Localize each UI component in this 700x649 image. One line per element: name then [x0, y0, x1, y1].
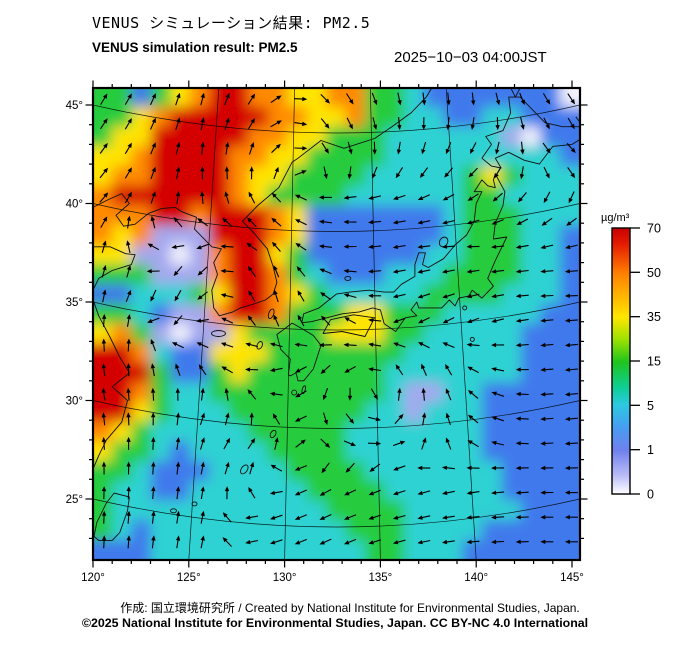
colorbar-tick-label: 5: [647, 399, 654, 413]
graticule-layer: [93, 88, 580, 560]
colorbar-gradient: [611, 227, 631, 495]
coastline-layer: [93, 88, 580, 541]
page-title-ja: VENUS シミュレーション結果: PM2.5: [92, 14, 371, 32]
colorbar-tick-label: 15: [647, 355, 661, 369]
island-outline: [344, 275, 352, 281]
island-outline: [438, 236, 449, 248]
map-frame: [91, 86, 582, 562]
colorbar-tick-label: 1: [647, 443, 654, 457]
coastline-path: [276, 322, 322, 382]
lat-tick-label: 35°: [66, 297, 83, 309]
colorbar: µg/m³ 70 50 35 15 5 1 0: [601, 212, 661, 502]
footer-license: ©2025 National Institute for Environment…: [81, 616, 589, 630]
colorbar-tick-label: 0: [647, 488, 654, 502]
coastline-path: [93, 193, 176, 227]
island-outline: [462, 305, 468, 311]
coastline-path: [575, 116, 580, 124]
coastline-path: [322, 314, 376, 337]
island-outline: [240, 464, 249, 475]
island-outline: [191, 501, 198, 507]
lat-tick-label: 25°: [66, 494, 83, 506]
axis-labels: 45° 40° 35° 30° 25° 120° 125° 130° 135° 140° 145°: [66, 100, 584, 584]
lon-tick-label: 130°: [273, 572, 297, 584]
lon-tick-label: 135°: [369, 572, 393, 584]
wind-arrow-layer: [99, 92, 578, 549]
island-outline: [291, 389, 298, 396]
colorbar-tick-label: 70: [647, 222, 661, 236]
lat-tick-label: 30°: [66, 396, 83, 408]
heatmap-layer: [93, 88, 580, 560]
lon-tick-label: 120°: [81, 572, 105, 584]
colorbar-unit-label: µg/m³: [601, 212, 630, 224]
island-outline: [269, 429, 277, 439]
lon-tick-label: 145°: [560, 572, 584, 584]
island-outline: [170, 508, 177, 514]
island-outline: [267, 308, 275, 320]
island-outline: [469, 336, 475, 342]
island-outline: [211, 330, 226, 337]
lat-tick-label: 40°: [66, 199, 83, 211]
lon-tick-label: 125°: [177, 572, 201, 584]
lon-tick-label: 140°: [464, 572, 488, 584]
coastline-path: [301, 173, 508, 332]
coastline-path: [93, 492, 130, 541]
colorbar-tick-label: 50: [647, 266, 661, 280]
coastline-path: [175, 88, 433, 317]
timestamp-label: 2025−10−03 04:00JST: [394, 49, 547, 66]
colorbar-tick-label: 35: [647, 310, 661, 324]
coastline-path: [510, 88, 521, 98]
footer-credit: 作成: 国立環境研究所 / Created by National Instit…: [120, 601, 580, 615]
island-outline: [256, 341, 263, 350]
coastline-path: [93, 246, 136, 471]
lat-tick-label: 45°: [66, 100, 83, 112]
page-title-en: VENUS simulation result: PM2.5: [92, 40, 298, 55]
